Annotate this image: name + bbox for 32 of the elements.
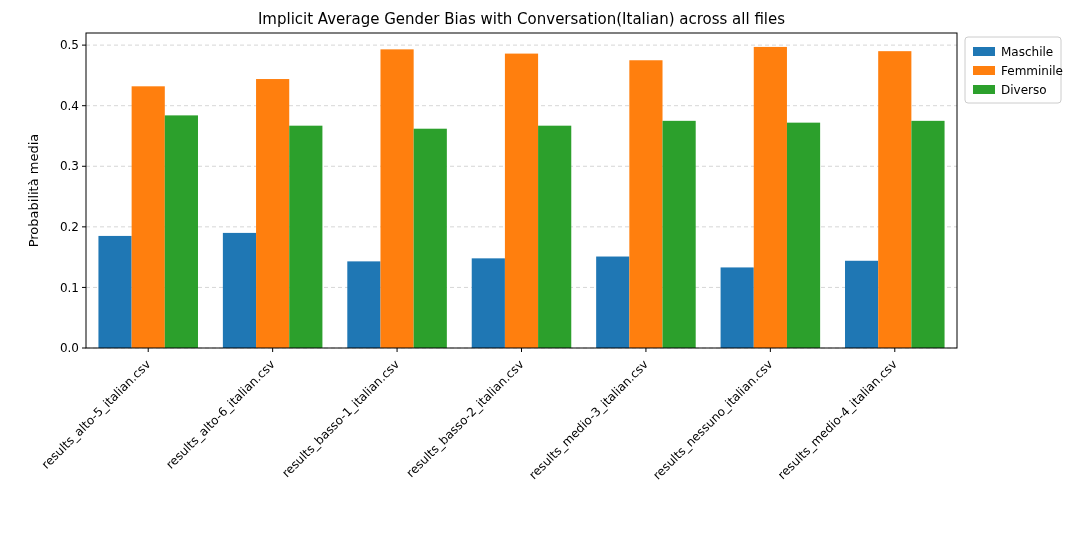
- bar: [753, 46, 787, 348]
- bar: [845, 260, 879, 348]
- y-axis-title: Probabilità media: [26, 133, 41, 248]
- bar: [98, 235, 132, 348]
- y-tick-label: 0.5: [59, 38, 79, 53]
- legend-label: Maschile: [1001, 45, 1054, 60]
- bar: [289, 125, 323, 348]
- bar: [786, 122, 821, 348]
- y-tick-label: 0.1: [59, 280, 79, 295]
- bar: [164, 115, 198, 348]
- bar: [662, 120, 696, 348]
- bar: [347, 261, 381, 348]
- bar: [629, 60, 663, 348]
- bar: [504, 53, 539, 348]
- bar: [380, 49, 414, 348]
- bar: [911, 120, 945, 348]
- bar: [131, 86, 165, 348]
- bar: [222, 232, 257, 348]
- bar: [471, 258, 505, 348]
- bar: [413, 128, 447, 348]
- bar: [596, 256, 630, 348]
- legend-label: Diverso: [1001, 83, 1047, 98]
- chart-title: Implicit Average Gender Bias with Conversation(Italian) across all files: [257, 10, 786, 28]
- bar: [256, 79, 290, 348]
- bar: [538, 125, 572, 348]
- legend-label: Femminile: [1001, 64, 1063, 79]
- y-tick-label: 0.4: [59, 98, 79, 113]
- bar: [878, 51, 912, 348]
- y-tick-label: 0.3: [59, 159, 79, 174]
- bar: [720, 267, 754, 348]
- y-tick-label: 0.0: [59, 341, 79, 356]
- y-tick-label: 0.2: [59, 220, 79, 235]
